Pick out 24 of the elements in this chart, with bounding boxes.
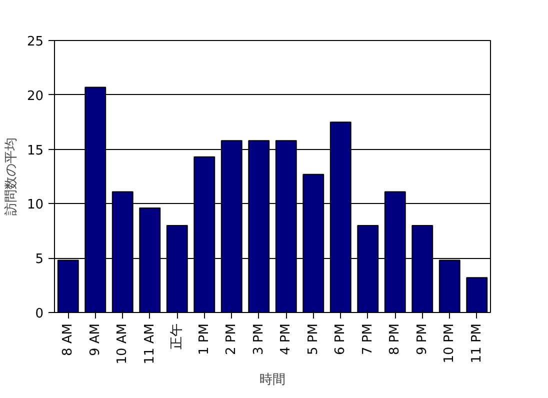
y-tick-label: 15	[26, 143, 44, 158]
x-tick-label: 8 PM	[388, 323, 403, 355]
x-tick-label: 正午	[170, 324, 185, 350]
y-tick-label: 0	[35, 306, 44, 322]
x-tick-label: 7 PM	[360, 323, 376, 355]
y-tick-label: 25	[26, 34, 44, 50]
x-tick-label: 4 PM	[278, 323, 294, 355]
x-tick-label: 2 PM	[224, 323, 240, 355]
x-tick-label: 5 PM	[306, 323, 321, 355]
y-axis-title: 訪問数の平均	[4, 138, 19, 216]
x-tick-label: 9 PM	[414, 323, 430, 355]
x-tick-label: 8 AM	[60, 323, 76, 356]
x-tick-label: 11 PM	[469, 323, 484, 364]
x-axis-title: 時間	[260, 372, 286, 388]
y-tick-label: 10	[26, 198, 44, 213]
x-tick-label: 1 PM	[196, 323, 212, 355]
x-tick-label: 3 PM	[251, 323, 266, 355]
x-tick-label: 6 PM	[333, 323, 348, 355]
x-tick-label: 9 AM	[88, 323, 103, 356]
y-tick-label: 5	[35, 252, 44, 268]
x-tick-label: 11 AM	[142, 323, 158, 364]
x-tick-label: 10 PM	[442, 323, 458, 364]
x-tick-label: 10 AM	[115, 323, 130, 364]
y-tick-label: 20	[26, 88, 44, 104]
